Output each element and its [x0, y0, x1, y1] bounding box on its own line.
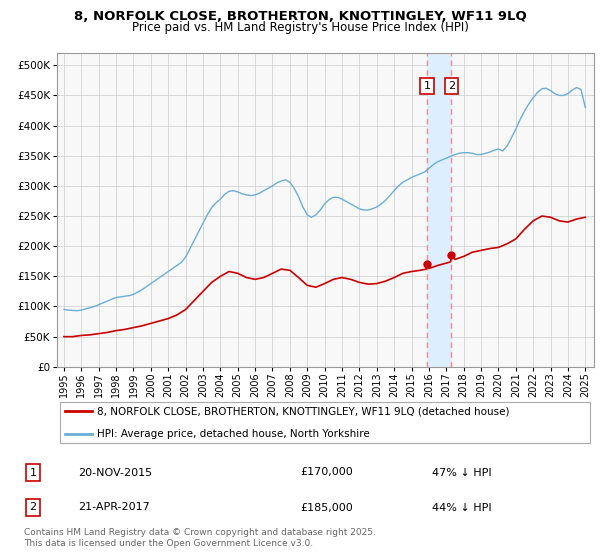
Text: 2: 2: [448, 81, 455, 91]
FancyBboxPatch shape: [59, 402, 590, 443]
Text: 20-NOV-2015: 20-NOV-2015: [78, 468, 152, 478]
Text: 2: 2: [29, 502, 37, 512]
Text: 1: 1: [29, 468, 37, 478]
Text: 1: 1: [424, 81, 431, 91]
Text: 21-APR-2017: 21-APR-2017: [78, 502, 150, 512]
Text: Contains HM Land Registry data © Crown copyright and database right 2025.
This d: Contains HM Land Registry data © Crown c…: [24, 528, 376, 548]
Text: HPI: Average price, detached house, North Yorkshire: HPI: Average price, detached house, Nort…: [97, 429, 370, 438]
Text: Price paid vs. HM Land Registry's House Price Index (HPI): Price paid vs. HM Land Registry's House …: [131, 21, 469, 34]
Text: 47% ↓ HPI: 47% ↓ HPI: [432, 468, 491, 478]
Text: 8, NORFOLK CLOSE, BROTHERTON, KNOTTINGLEY, WF11 9LQ (detached house): 8, NORFOLK CLOSE, BROTHERTON, KNOTTINGLE…: [97, 406, 510, 416]
Text: 44% ↓ HPI: 44% ↓ HPI: [432, 502, 491, 512]
Bar: [427, 53, 451, 367]
Text: £170,000: £170,000: [300, 468, 353, 478]
Text: £185,000: £185,000: [300, 502, 353, 512]
Text: 8, NORFOLK CLOSE, BROTHERTON, KNOTTINGLEY, WF11 9LQ: 8, NORFOLK CLOSE, BROTHERTON, KNOTTINGLE…: [74, 10, 526, 23]
